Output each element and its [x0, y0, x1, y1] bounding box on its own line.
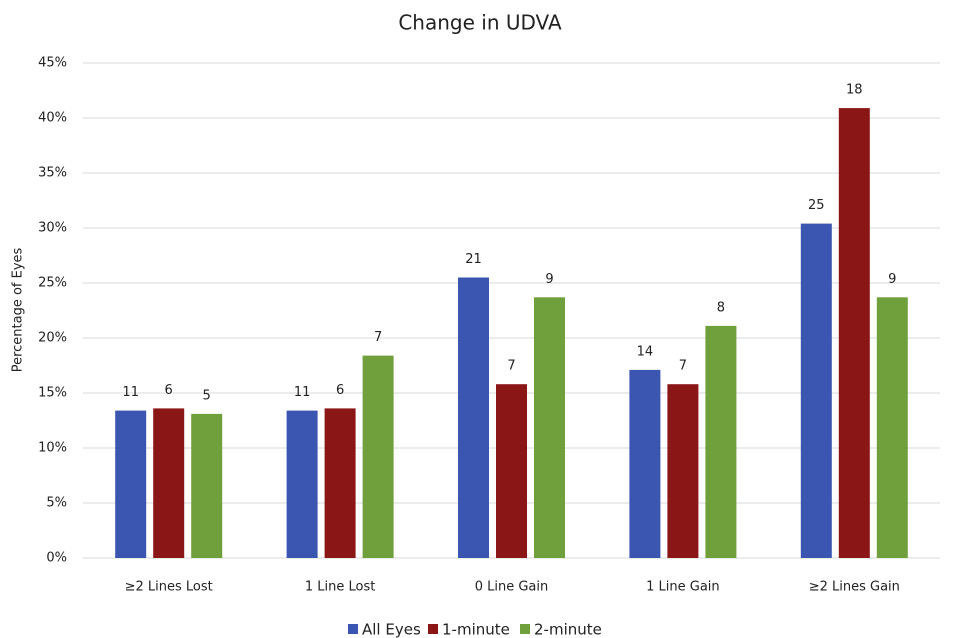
- data-label: 14: [637, 344, 654, 359]
- bar: [496, 384, 527, 558]
- y-tick-label: 30%: [38, 221, 67, 236]
- bar: [838, 108, 870, 558]
- x-tick-label: ≥2 Lines Lost: [125, 580, 213, 595]
- x-tick-label: ≥2 Lines Gain: [809, 580, 900, 595]
- y-tick-label: 20%: [38, 331, 67, 346]
- y-tick-label: 40%: [38, 111, 67, 126]
- y-tick-label: 35%: [38, 166, 67, 181]
- bar: [153, 408, 185, 558]
- bar: [705, 325, 737, 558]
- data-label: 6: [336, 383, 344, 398]
- bar: [286, 410, 318, 558]
- legend-label: All Eyes: [362, 621, 421, 638]
- data-label: 11: [294, 385, 311, 400]
- bar: [115, 410, 147, 558]
- data-label: 7: [374, 330, 382, 345]
- x-tick-label: 0 Line Gain: [475, 580, 549, 595]
- x-tick-label: 1 Line Lost: [305, 580, 375, 595]
- bar: [629, 369, 661, 558]
- bar: [534, 297, 565, 558]
- data-label: 9: [888, 272, 896, 287]
- data-label: 6: [165, 383, 173, 398]
- y-axis-title: Percentage of Eyes: [11, 247, 26, 372]
- y-tick-label: 15%: [38, 386, 67, 401]
- legend-swatch: [428, 624, 438, 634]
- x-tick-label: 1 Line Gain: [646, 580, 720, 595]
- bar: [800, 223, 832, 558]
- legend-label: 1-minute: [442, 621, 510, 638]
- data-label: 18: [846, 83, 863, 98]
- bar: [667, 384, 699, 558]
- data-label: 21: [465, 252, 482, 267]
- bar: [876, 297, 908, 558]
- data-label: 7: [507, 359, 515, 374]
- legend-label: 2-minute: [534, 621, 602, 638]
- data-label: 8: [717, 300, 725, 315]
- data-label: 11: [122, 385, 139, 400]
- data-label: 7: [679, 359, 687, 374]
- bar: [458, 277, 489, 558]
- legend-swatch: [348, 624, 358, 634]
- y-tick-label: 10%: [38, 441, 67, 456]
- y-tick-label: 0%: [46, 551, 67, 566]
- data-label: 9: [545, 272, 553, 287]
- bar: [324, 408, 356, 558]
- y-tick-label: 45%: [38, 56, 67, 71]
- bar: [191, 413, 223, 558]
- y-tick-label: 25%: [38, 276, 67, 291]
- legend-swatch: [520, 624, 530, 634]
- data-label: 25: [808, 198, 825, 213]
- y-tick-label: 5%: [46, 496, 67, 511]
- chart-title: Change in UDVA: [398, 11, 562, 35]
- data-label: 5: [203, 388, 211, 403]
- bar: [362, 355, 394, 558]
